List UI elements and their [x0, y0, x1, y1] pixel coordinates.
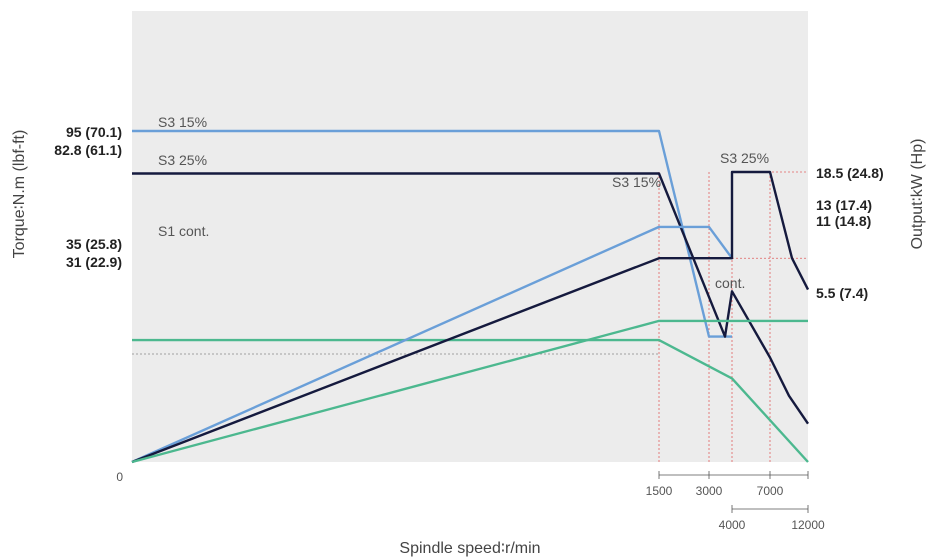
series-label-output-s3-25: S3 25% — [720, 150, 769, 166]
series-line-output-s1 — [131, 319, 808, 464]
x-tick-7000: 7000 — [757, 484, 784, 498]
x-tick-3000: 3000 — [696, 484, 723, 498]
series-line-torque-s1 — [132, 338, 809, 463]
right-axis-title: Output∶kW (Hp) — [909, 139, 926, 250]
x-axis-ticks — [658, 471, 809, 513]
plot-area — [132, 11, 808, 462]
right-label-11: 11 (14.8) — [816, 213, 871, 229]
x-axis-title: Spindle speed∶r/min — [399, 540, 540, 557]
right-label-18-5: 18.5 (24.8) — [816, 165, 884, 181]
series-line-torque-s3-25 — [132, 172, 809, 425]
left-label-82-8: 82.8 (61.1) — [54, 142, 122, 158]
origin-label: 0 — [116, 470, 123, 484]
left-label-95: 95 (70.1) — [66, 124, 122, 140]
left-axis-title: Torque∶N.m (lbf-ft) — [11, 130, 28, 259]
left-label-35: 35 (25.8) — [66, 236, 122, 252]
right-label-13: 13 (17.4) — [816, 197, 872, 213]
series-lines — [131, 129, 810, 464]
series-line-output-s3-25 — [131, 170, 810, 464]
series-label-output-s3-15: S3 15% — [612, 174, 661, 190]
series-line-output-s3-15 — [131, 225, 733, 464]
x-tick-12000: 12000 — [791, 518, 825, 532]
series-label-output-cont: cont. — [715, 275, 745, 291]
series-label-torque-s3-25: S3 25% — [158, 152, 207, 168]
series-label-torque-s1: S1 cont. — [158, 223, 209, 239]
right-label-5-5: 5.5 (7.4) — [816, 285, 868, 301]
series-label-torque-s3-15: S3 15% — [158, 114, 207, 130]
x-tick-1500: 1500 — [646, 484, 673, 498]
left-label-31: 31 (22.9) — [66, 254, 122, 270]
x-tick-4000: 4000 — [719, 518, 746, 532]
chart-labels: 95 (70.1) 82.8 (61.1) 35 (25.8) 31 (22.9… — [11, 114, 926, 557]
